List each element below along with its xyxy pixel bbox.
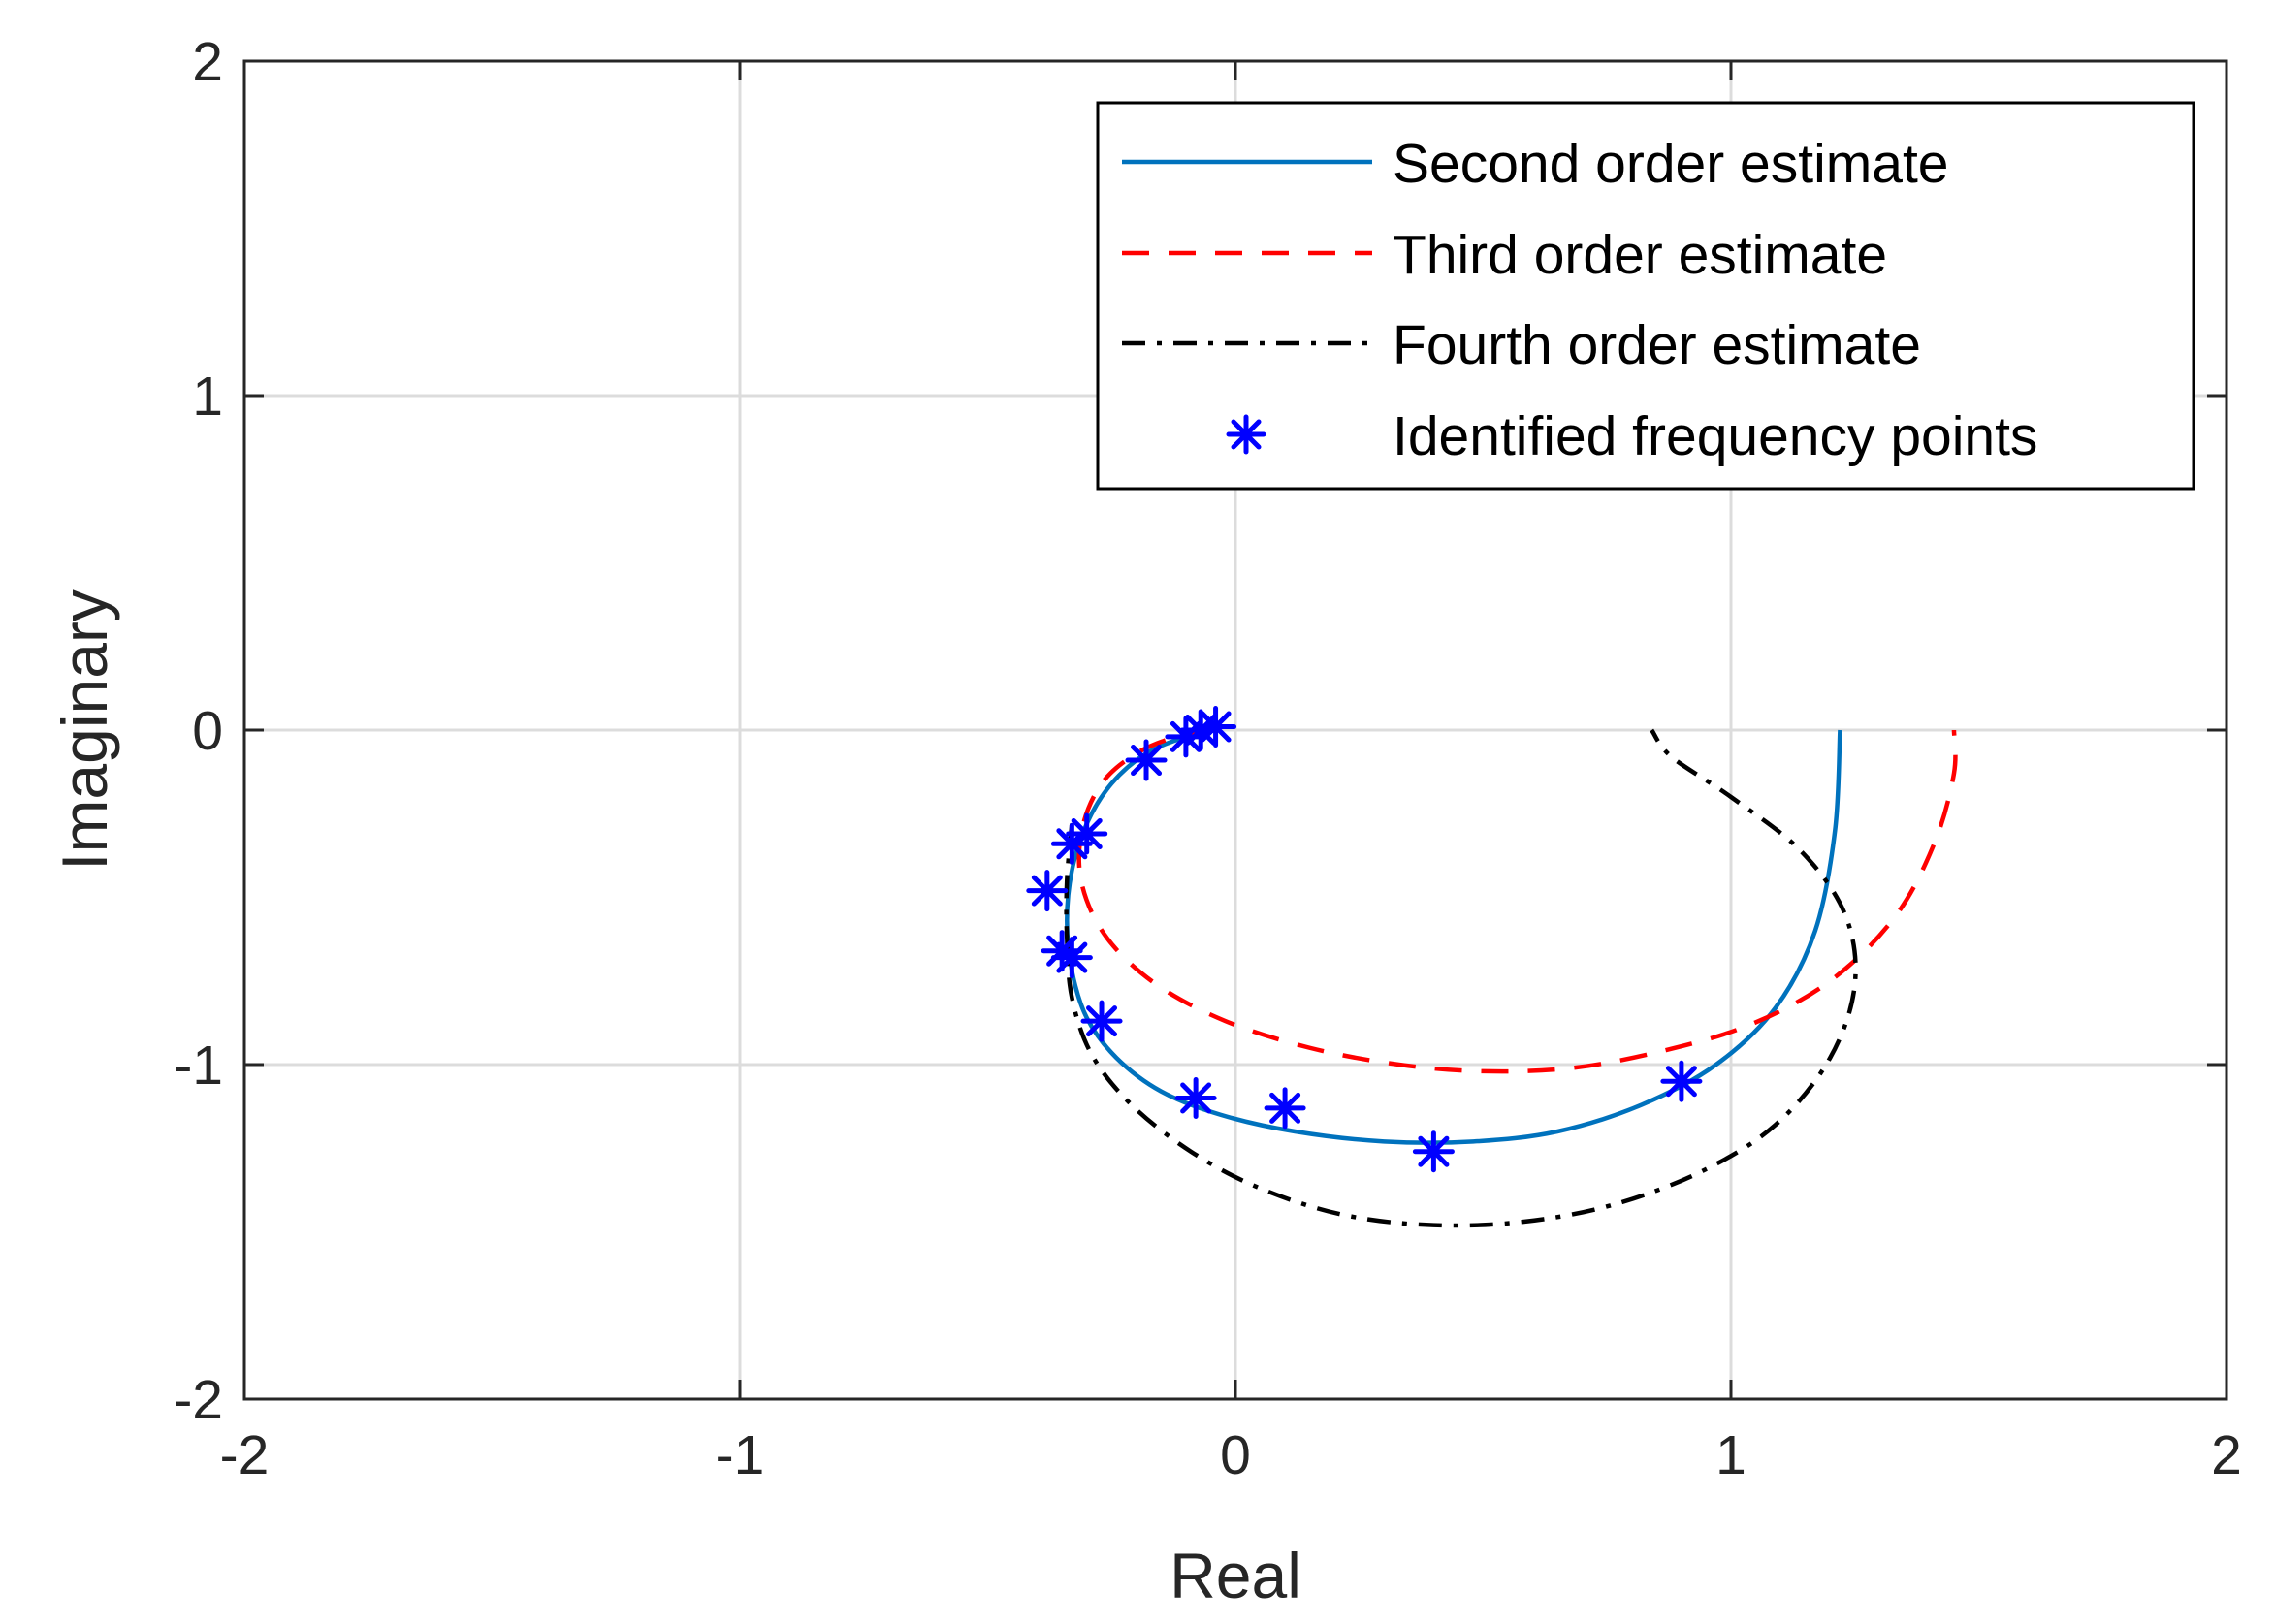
marker-stroke [1418, 1135, 1450, 1167]
marker-stroke [1180, 1082, 1212, 1114]
y-axis-label: Imaginary [48, 589, 120, 871]
x-tick-label: 0 [1220, 1424, 1251, 1486]
legend: Second order estimate Third order estima… [1096, 101, 2195, 491]
marker-stroke [1131, 745, 1163, 777]
y-tick-label: 0 [192, 700, 223, 762]
y-tick-label: -1 [174, 1035, 223, 1097]
x-axis-label: Real [1170, 1540, 1301, 1611]
marker-stroke [1170, 720, 1202, 752]
x-tick-label: 1 [1715, 1424, 1746, 1486]
frequency-point-marker [1264, 1087, 1306, 1130]
marker-stroke [1031, 875, 1063, 907]
frequency-point-marker [1412, 1130, 1455, 1173]
frequency-point-marker [1026, 870, 1069, 912]
marker-stroke [1665, 1066, 1697, 1098]
x-tick-label: -1 [716, 1424, 765, 1486]
frequency-point-marker [1050, 822, 1093, 865]
series-third-order-line [1076, 727, 1958, 1074]
tick-labels: -2 -1 0 1 2 -2 -1 0 1 2 [174, 31, 2242, 1486]
y-tick-label: 2 [192, 31, 223, 93]
marker-layer [1026, 706, 1703, 1173]
frequency-point-marker [1125, 739, 1168, 781]
legend-label-second-order: Second order estimate [1393, 133, 1948, 195]
legend-box [1096, 101, 2195, 491]
x-tick-label: -2 [220, 1424, 270, 1486]
frequency-point-marker [1660, 1060, 1703, 1102]
x-tick-label: 2 [2211, 1424, 2242, 1486]
y-tick-label: 1 [192, 366, 223, 428]
ticks [242, 59, 2228, 1401]
series-fourth-order-line [1064, 728, 1858, 1228]
marker-stroke [1269, 1092, 1301, 1124]
legend-label-fourth-order: Fourth order estimate [1393, 314, 1921, 376]
marker-stroke [1056, 941, 1088, 973]
legend-label-frequency-points: Identified frequency points [1393, 405, 2037, 467]
marker-stroke [1086, 1005, 1118, 1037]
legend-marker-asterisk [1226, 414, 1266, 455]
y-tick-label: -2 [174, 1369, 223, 1431]
frequency-point-marker [1080, 1000, 1123, 1042]
legend-label-third-order: Third order estimate [1393, 224, 1887, 286]
marker-stroke [1056, 828, 1088, 860]
frequency-point-marker [1174, 1077, 1217, 1119]
frequency-point-marker [1050, 937, 1093, 979]
frequency-point-marker [1165, 716, 1207, 758]
